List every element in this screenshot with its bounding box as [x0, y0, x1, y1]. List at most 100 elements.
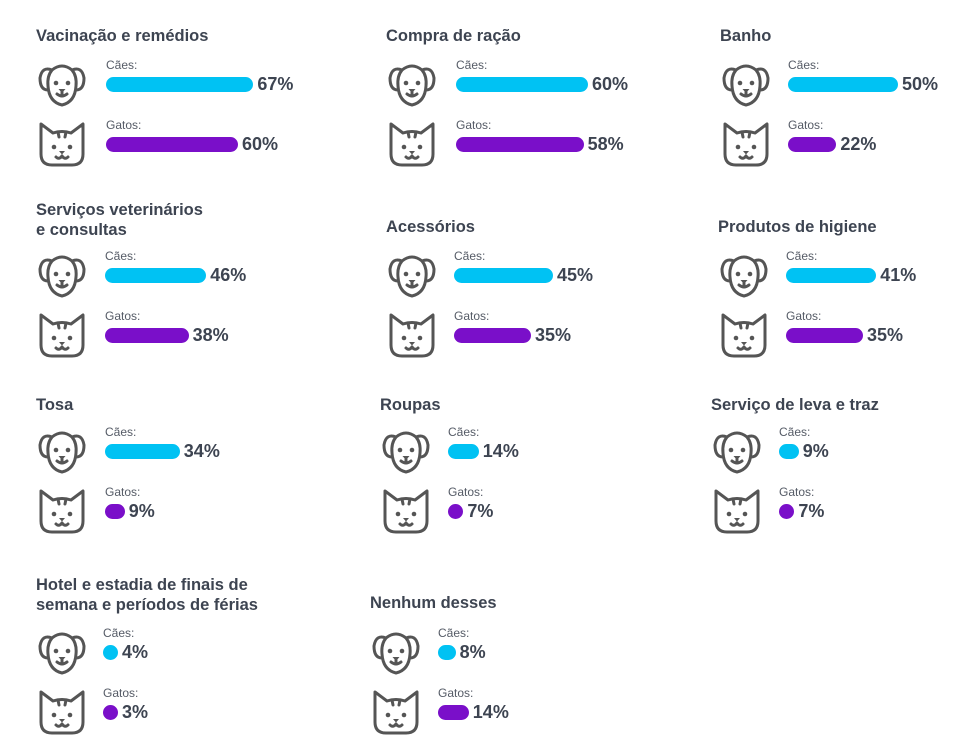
dog-value-label: 4%: [122, 642, 149, 662]
dog-icon: [386, 249, 438, 301]
cat-icon: [711, 485, 763, 537]
category-panel: Serviço de leva e traz Cães: 9% Gatos: 7%: [711, 395, 963, 552]
dog-icon: [386, 58, 438, 110]
cat-bar: [454, 328, 531, 343]
dog-icon: [36, 425, 88, 477]
dog-bar: [105, 444, 180, 459]
dog-value-label: 50%: [902, 74, 939, 94]
category-title: Tosa: [36, 396, 74, 414]
cat-row: Gatos: 58%: [386, 118, 686, 178]
dog-series-label: Cães:: [106, 58, 138, 72]
cat-icon: [386, 118, 438, 170]
cat-icon: [36, 485, 88, 537]
category-title: Nenhum desses: [370, 594, 497, 612]
cat-value-label: 7%: [798, 501, 825, 521]
cat-value-label: 22%: [840, 134, 877, 154]
cat-value-label: 7%: [467, 501, 494, 521]
category-panel: Compra de ração Cães: 60% Gatos: 58%: [386, 26, 686, 185]
category-panel: Vacinação e remédios Cães: 67% Gatos: 60%: [36, 26, 336, 185]
dog-series-label: Cães:: [456, 58, 488, 72]
dog-bar: [448, 444, 479, 459]
cat-icon: [380, 485, 432, 537]
dog-row: Cães: 50%: [720, 58, 963, 118]
dog-bar: [786, 268, 877, 283]
category-panel: Acessórios Cães: 45% Gatos: 35%: [386, 217, 686, 376]
cat-icon: [370, 686, 422, 738]
dog-bar: [103, 645, 118, 660]
cat-row: Gatos: 35%: [718, 309, 963, 369]
dog-value-label: 46%: [210, 265, 247, 285]
dog-bar: [779, 444, 799, 459]
cat-bar: [438, 705, 469, 720]
dog-bar: [105, 268, 207, 283]
cat-series-label: Gatos:: [103, 686, 139, 700]
cat-bar: [779, 504, 795, 519]
dog-value-label: 14%: [482, 441, 519, 461]
cat-row: Gatos: 60%: [36, 118, 336, 178]
category-title: Acessórios: [386, 218, 475, 236]
cat-value-label: 35%: [867, 325, 904, 345]
dog-icon: [720, 58, 772, 110]
dog-icon: [36, 249, 88, 301]
dog-series-label: Cães:: [786, 249, 818, 263]
cat-series-label: Gatos:: [456, 118, 492, 132]
dog-value-label: 60%: [592, 74, 629, 94]
dog-row: Cães: 45%: [386, 249, 686, 309]
cat-series-label: Gatos:: [779, 485, 815, 499]
cat-icon: [718, 309, 770, 361]
cat-row: Gatos: 38%: [36, 309, 336, 369]
dog-row: Cães: 60%: [386, 58, 686, 118]
cat-icon: [36, 309, 88, 361]
cat-value-label: 38%: [192, 325, 229, 345]
cat-series-label: Gatos:: [448, 485, 484, 499]
cat-value-label: 14%: [472, 702, 509, 722]
dog-series-label: Cães:: [454, 249, 486, 263]
dog-value-label: 8%: [459, 642, 486, 662]
cat-value-label: 9%: [128, 501, 155, 521]
cat-series-label: Gatos:: [106, 118, 142, 132]
dog-bar: [438, 645, 456, 660]
cat-value-label: 3%: [122, 702, 149, 722]
cat-icon: [36, 118, 88, 170]
cat-row: Gatos: 14%: [370, 686, 670, 746]
category-panel: Serviços veterinários e consultas Cães: 46…: [36, 200, 336, 376]
dog-series-label: Cães:: [438, 626, 470, 640]
cat-value-label: 60%: [242, 134, 279, 154]
category-title: Compra de ração: [386, 27, 521, 45]
dog-row: Cães: 41%: [718, 249, 963, 309]
category-panel: Nenhum desses Cães: 8% Gatos: 14%: [370, 593, 670, 753]
cat-icon: [36, 686, 88, 738]
cat-series-label: Gatos:: [438, 686, 474, 700]
cat-row: Gatos: 9%: [36, 485, 336, 545]
category-title: Vacinação e remédios: [36, 27, 209, 45]
dog-row: Cães: 34%: [36, 425, 336, 485]
category-title: Produtos de higiene: [718, 218, 877, 236]
category-title: Serviço de leva e traz: [711, 396, 879, 414]
cat-bar: [448, 504, 464, 519]
cat-bar: [106, 137, 238, 152]
cat-bar: [456, 137, 584, 152]
dog-bar: [454, 268, 553, 283]
category-panel: Produtos de higiene Cães: 41% Gatos: 35%: [718, 217, 963, 376]
category-panel: Roupas Cães: 14% Gatos: 7%: [380, 395, 680, 552]
cat-bar: [105, 328, 189, 343]
dog-value-label: 34%: [183, 441, 220, 461]
cat-series-label: Gatos:: [786, 309, 822, 323]
cat-row: Gatos: 7%: [711, 485, 963, 545]
category-title: Serviços veterinários e consultas: [36, 201, 203, 239]
dog-row: Cães: 67%: [36, 58, 336, 118]
dog-value-label: 67%: [257, 74, 294, 94]
dog-bar: [106, 77, 254, 92]
cat-icon: [386, 309, 438, 361]
dog-row: Cães: 14%: [380, 425, 680, 485]
dog-row: Cães: 4%: [36, 626, 336, 686]
cat-bar: [105, 504, 125, 519]
dog-icon: [718, 249, 770, 301]
dog-value-label: 45%: [557, 265, 594, 285]
category-panel: Tosa Cães: 34% Gatos: 9%: [36, 395, 336, 552]
dog-series-label: Cães:: [105, 249, 137, 263]
cat-value-label: 35%: [535, 325, 572, 345]
dog-value-label: 41%: [880, 265, 917, 285]
cat-row: Gatos: 35%: [386, 309, 686, 369]
dog-icon: [380, 425, 432, 477]
